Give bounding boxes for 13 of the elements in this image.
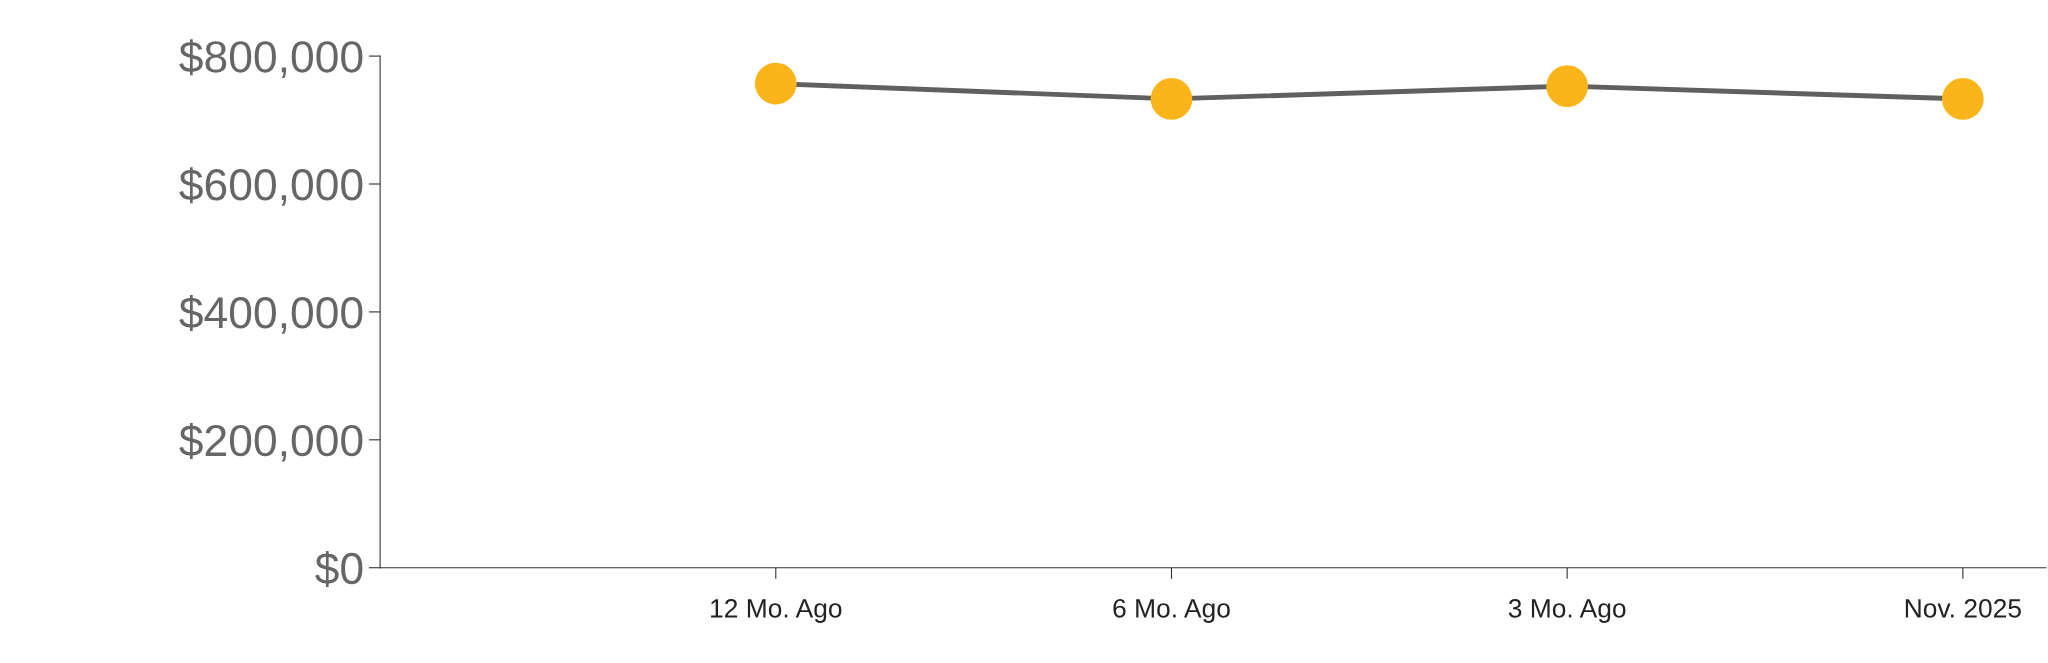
y-tick-label: $400,000: [179, 295, 363, 334]
x-tick-label: 12 Mo. Ago: [711, 598, 842, 623]
x-tick-label: 3 Mo. Ago: [1508, 598, 1626, 623]
y-tick-label: $0: [315, 550, 363, 587]
y-tick-label: $600,000: [179, 167, 363, 206]
point: [1546, 65, 1588, 107]
y-tick-label: $800,000: [179, 39, 363, 78]
point: [1150, 78, 1193, 120]
x-tick-label: Nov. 2025: [1905, 598, 2021, 618]
point: [754, 62, 797, 105]
point: [1942, 78, 1984, 120]
y-tick-label: $200,000: [179, 423, 363, 462]
x-tick-label: 6 Mo. Ago: [1113, 598, 1230, 623]
